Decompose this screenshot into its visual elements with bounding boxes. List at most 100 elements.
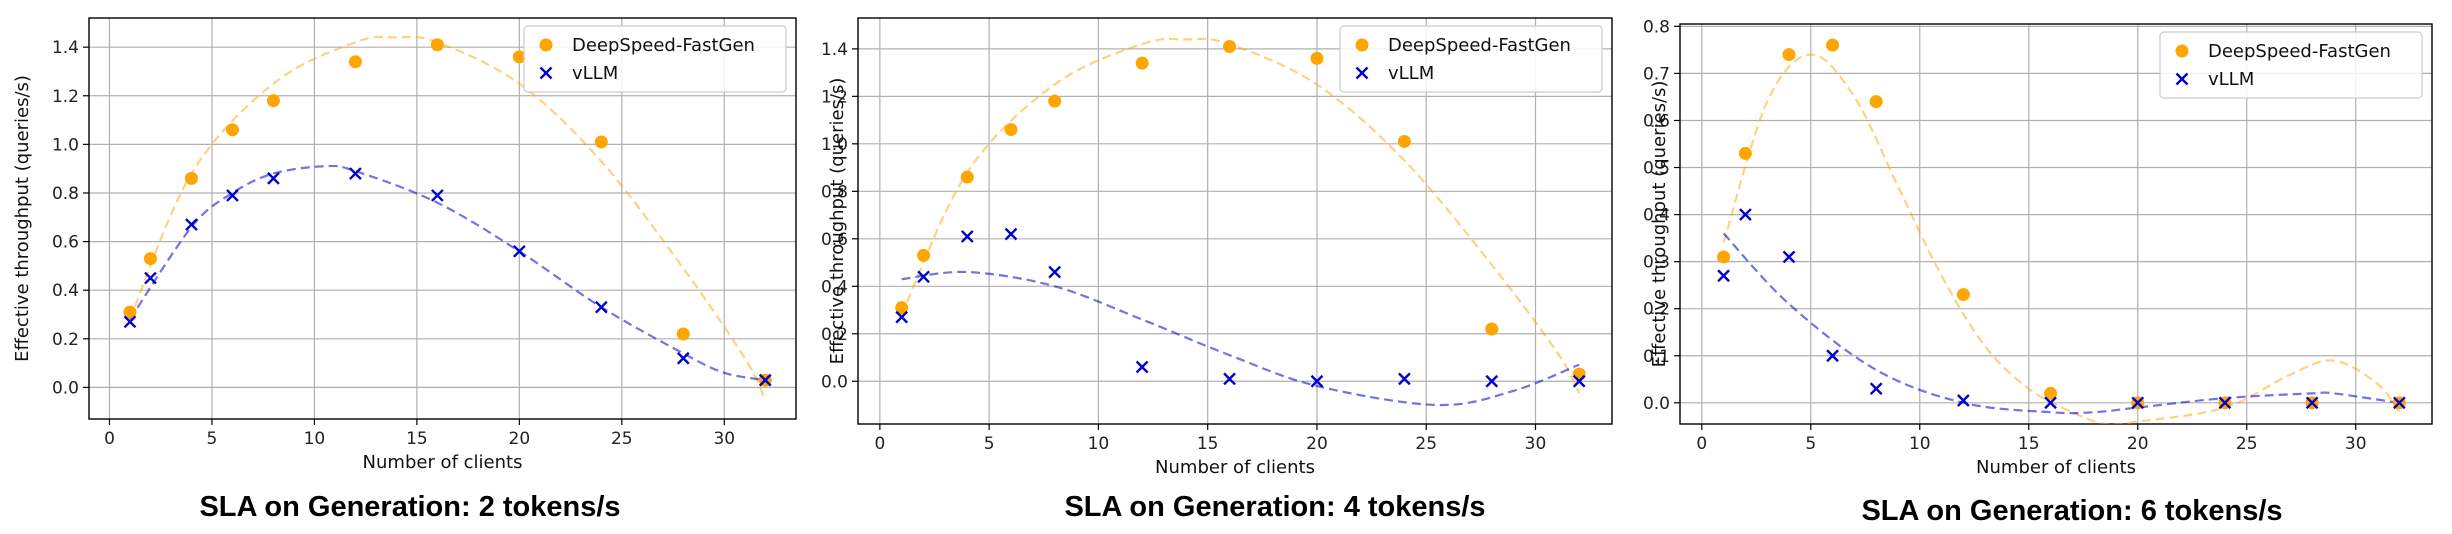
x-tick-label: 0 (1696, 434, 1707, 454)
legend-marker-deepspeed (1355, 38, 1369, 52)
x-axis-label: Number of clients (363, 452, 523, 473)
data-point-deepspeed (123, 305, 137, 319)
data-point-vllm (917, 270, 930, 284)
x-tick-label: 25 (611, 429, 633, 449)
chart-panel-1: 0 5 10 15 20 25 30 0.0 0.2 0.4 0.6 0.8 1.0 1.2 1.4 Numb… (12, 17, 797, 523)
y-tick-label: 1.0 (821, 135, 848, 155)
data-point-vllm (1135, 360, 1149, 374)
data-point-deepspeed (430, 38, 444, 52)
chart-panel-3: 0 5 10 15 20 25 30 0.0 0.1 0.2 0.3 0.4 0.5 0.6 0.7 0.8 N… (1643, 17, 2433, 527)
data-point-deepspeed (917, 248, 931, 262)
data-point-vllm (1048, 265, 1062, 279)
x-tick-label: 25 (1415, 434, 1437, 454)
data-point-vllm (1398, 372, 1411, 386)
legend-label: DeepSpeed-FastGen (1388, 35, 1571, 56)
x-tick-label: 30 (2345, 434, 2367, 454)
x-tick-label: 10 (1909, 434, 1931, 454)
x-tick-label: 15 (2018, 434, 2040, 454)
legend-label: vLLM (572, 63, 618, 84)
data-point-deepspeed (2044, 386, 2058, 400)
y-tick-label: 0.5 (1643, 159, 1670, 179)
x-tick-label: 15 (1197, 434, 1219, 454)
y-axis-label: Effective throughput (queries/s) (827, 78, 848, 365)
data-point-vllm (185, 218, 198, 231)
y-tick-label: 0.8 (821, 182, 848, 202)
y-tick-label: 0.6 (821, 230, 848, 250)
y-tick-label: 0.2 (52, 330, 79, 350)
data-point-vllm (1957, 394, 1970, 407)
data-point-deepspeed (1397, 134, 1411, 148)
x-tick-label: 25 (2236, 434, 2258, 454)
y-tick-label: 0.2 (1643, 300, 1670, 320)
data-point-vllm (349, 167, 362, 180)
legend: DeepSpeed-FastGen vLLM (523, 25, 787, 93)
x-tick-label: 10 (1088, 434, 1110, 454)
data-point-vllm (676, 351, 690, 365)
x-tick-label: 0 (104, 429, 115, 449)
panel-title: SLA on Generation: 6 tokens/s (1861, 495, 2282, 527)
x-axis-label: Number of clients (1155, 457, 1315, 478)
y-tick-label: 1.4 (821, 40, 848, 60)
plot-frame (857, 17, 1613, 425)
data-point-vllm (1869, 382, 1883, 396)
data-point-vllm (512, 244, 526, 258)
data-point-deepspeed (1869, 95, 1883, 109)
data-point-deepspeed (1738, 146, 1752, 160)
fit-curve-vllm (901, 270, 1580, 407)
data-point-vllm (1223, 372, 1236, 386)
data-point-vllm (895, 310, 909, 324)
y-tick-label: 0.6 (1643, 111, 1670, 131)
data-point-deepspeed (1004, 123, 1018, 137)
y-axis-label: Effective throughput (queries/s) (12, 75, 33, 362)
x-tick-label: 20 (2127, 434, 2149, 454)
y-tick-label: 0.8 (1643, 17, 1670, 37)
data-point-vllm (2131, 396, 2145, 410)
y-tick-label: 1.0 (52, 135, 79, 155)
fit-curve-vllm (129, 164, 766, 382)
x-tick-label: 30 (713, 429, 735, 449)
y-tick-label: 0.3 (1643, 253, 1670, 273)
data-point-deepspeed (266, 94, 280, 108)
y-tick-label: 0.2 (821, 325, 848, 345)
legend-label: DeepSpeed-FastGen (2208, 41, 2391, 62)
data-point-deepspeed (960, 170, 974, 184)
panel-title: SLA on Generation: 2 tokens/s (199, 491, 620, 523)
legend-marker-vllm (1355, 66, 1369, 80)
data-point-vllm (2218, 396, 2232, 410)
data-point-vllm (226, 189, 239, 202)
x-tick-label: 10 (304, 429, 326, 449)
data-point-vllm (2392, 396, 2406, 410)
y-tick-label: 0.4 (821, 277, 848, 297)
data-point-deepspeed (1310, 51, 1324, 65)
data-point-deepspeed (1826, 38, 1840, 52)
y-tick-label: 0.4 (52, 281, 79, 301)
data-point-vllm (1004, 227, 1018, 241)
data-point-vllm (1717, 269, 1730, 283)
y-tick-label: 0.0 (52, 378, 79, 398)
data-point-deepspeed (1572, 367, 1586, 381)
x-tick-label: 5 (984, 434, 995, 454)
chart-panel-2: 0 5 10 15 20 25 30 0.0 0.2 0.4 0.6 0.8 1.0 1.2 1.4 Numb… (821, 17, 1613, 523)
x-tick-label: 20 (509, 429, 531, 449)
y-tick-label: 0.1 (1643, 347, 1670, 367)
y-tick-label: 1.2 (821, 87, 848, 107)
data-point-vllm (123, 315, 137, 329)
data-point-deepspeed (1048, 94, 1062, 108)
fit-curve-deepspeed (1722, 53, 2401, 424)
y-tick-label: 0.8 (52, 184, 79, 204)
data-point-vllm (431, 189, 444, 202)
data-point-vllm (1310, 374, 1324, 388)
data-point-vllm (960, 230, 974, 243)
data-point-vllm (267, 172, 280, 185)
data-point-deepspeed (676, 327, 690, 341)
x-tick-label: 5 (1805, 434, 1816, 454)
legend-marker-deepspeed (2175, 44, 2189, 58)
legend-label: DeepSpeed-FastGen (572, 35, 755, 56)
x-axis-label: Number of clients (1976, 457, 2136, 478)
legend-label: vLLM (1388, 63, 1434, 84)
y-tick-label: 1.2 (52, 87, 79, 107)
legend-box (2159, 31, 2423, 99)
x-tick-label: 30 (1525, 434, 1547, 454)
legend-label: vLLM (2208, 69, 2254, 90)
